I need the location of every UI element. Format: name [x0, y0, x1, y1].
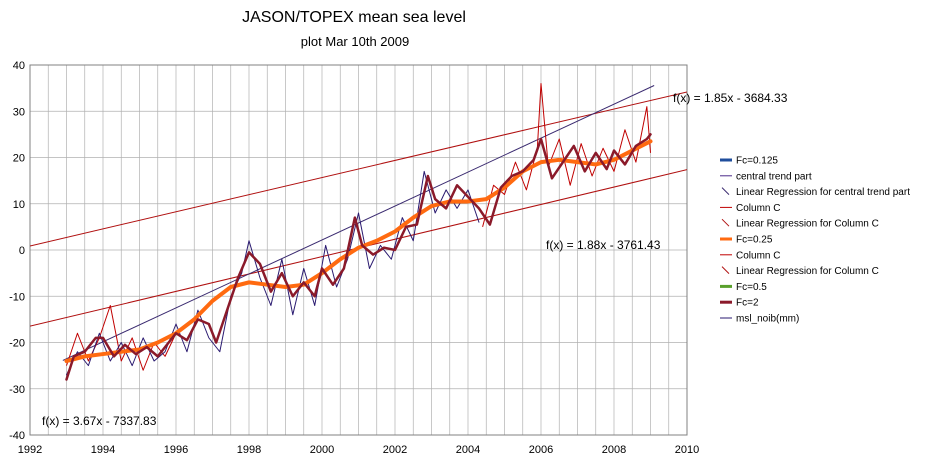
regression-equation-label: f(x) = 3.67x - 7337.83 — [42, 414, 157, 428]
legend-swatch — [721, 266, 730, 274]
x-tick-label: 2008 — [602, 444, 626, 456]
tick-labels: 1992 1994 1996 1998 2000 2002 2004 2006 2008 2010… — [9, 60, 699, 456]
y-tick-label: 20 — [13, 153, 25, 165]
regression-line — [30, 91, 687, 247]
y-tick-label: 10 — [13, 199, 25, 211]
grid — [29, 64, 688, 436]
series-layer — [64, 83, 653, 381]
chart-title: JASON/TOPEX mean sea level — [242, 9, 466, 26]
legend-label: Linear Regression for central trend part — [736, 187, 910, 198]
x-tick-label: 2004 — [456, 444, 480, 456]
y-tick-label: 30 — [13, 106, 25, 118]
legend-label: central trend part — [736, 171, 812, 182]
legend-swatch — [721, 187, 730, 195]
legend-label: Fc=0.5 — [736, 282, 767, 293]
legend-label: Fc=0.125 — [736, 156, 778, 167]
legend-label: msl_noib(mm) — [736, 314, 799, 325]
x-tick-label: 1998 — [237, 444, 261, 456]
legend-label: Column C — [736, 250, 780, 261]
y-tick-label: 0 — [19, 245, 25, 257]
plot-frame — [29, 64, 688, 436]
x-tick-label: 1996 — [164, 444, 188, 456]
x-tick-label: 2000 — [310, 444, 334, 456]
regression-equation-label: f(x) = 1.88x - 3761.43 — [546, 238, 661, 252]
legend-swatch — [721, 218, 730, 227]
annotations: f(x) = 1.85x - 3684.33 f(x) = 1.88x - 376… — [42, 91, 788, 428]
x-tick-label: 2010 — [675, 444, 699, 456]
legend-label: Column C — [736, 203, 780, 214]
legend-label: Linear Regression for Column C — [736, 219, 879, 230]
y-tick-label: -10 — [9, 291, 25, 303]
x-tick-label: 1992 — [18, 444, 42, 456]
x-tick-label: 1994 — [91, 444, 115, 456]
series-line-msl-noib-mm- — [66, 170, 480, 376]
regression-equation-label: f(x) = 1.85x - 3684.33 — [673, 91, 788, 105]
series-line-fc-0-25 — [64, 139, 653, 363]
chart-subtitle: plot Mar 10th 2009 — [301, 34, 409, 49]
x-tick-label: 2006 — [529, 444, 553, 456]
y-tick-label: -30 — [9, 384, 25, 396]
y-tick-label: -20 — [9, 338, 25, 350]
regression-line — [62, 85, 655, 361]
legend-label: Fc=0.25 — [736, 235, 773, 246]
legend-label: Linear Regression for Column C — [736, 266, 879, 277]
y-tick-label: 40 — [13, 60, 25, 72]
series-line-fc-2 — [65, 133, 652, 381]
legend: Fc=0.125 central trend part Linear Regress… — [720, 156, 910, 325]
y-tick-label: -40 — [9, 430, 25, 442]
x-tick-label: 2002 — [383, 444, 407, 456]
legend-label: Fc=2 — [736, 298, 759, 309]
